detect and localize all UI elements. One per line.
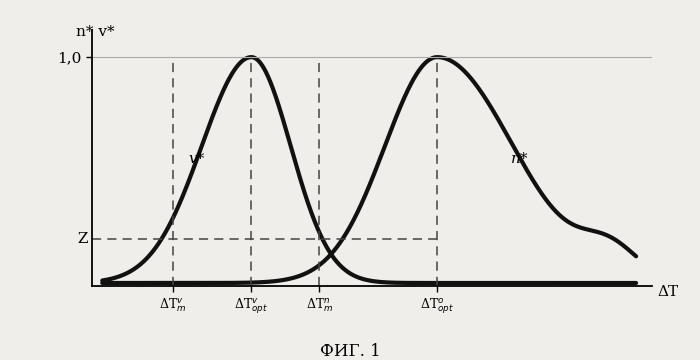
- Text: v*: v*: [188, 152, 205, 166]
- Text: n* v*: n* v*: [76, 25, 115, 39]
- Text: Z: Z: [77, 232, 88, 246]
- Text: ΔT: ΔT: [657, 285, 678, 299]
- Text: ФИГ. 1: ФИГ. 1: [320, 343, 380, 360]
- Text: n*: n*: [510, 152, 528, 166]
